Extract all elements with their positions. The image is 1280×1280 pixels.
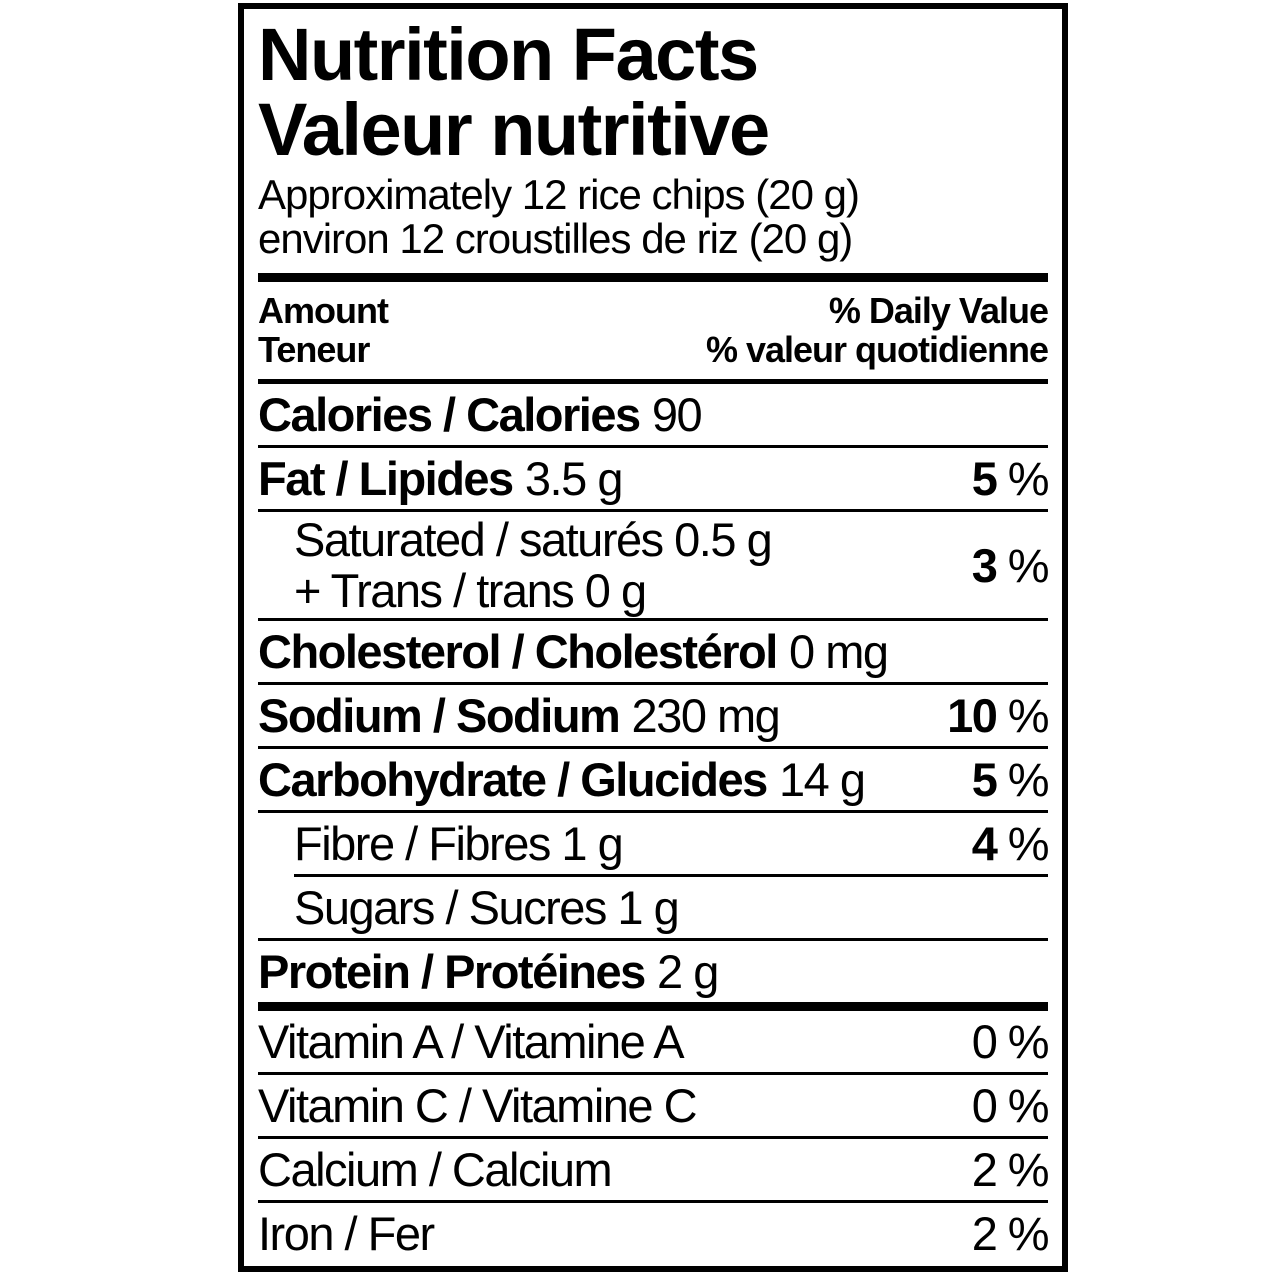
sodium-name: Sodium / Sodium — [258, 689, 621, 742]
fat-value: 3.5 g — [524, 452, 624, 505]
row-rule — [258, 618, 1048, 621]
column-header: Amount Teneur % Daily Value % valeur quo… — [258, 282, 1049, 379]
row-sugars: Sugars / Sucres 1 g — [258, 877, 1048, 938]
row-calories: Calories / Calories 90 — [258, 384, 1048, 445]
row-cholesterol: Cholesterol / Cholestérol 0 mg — [258, 621, 1048, 682]
row-iron: Iron / Fer 2% — [258, 1203, 1050, 1264]
sub-row-rule — [294, 874, 1048, 877]
sugars-text: Sugars / Sucres 1 g — [294, 881, 680, 934]
row-calcium: Calcium / Calcium 2% — [258, 1139, 1050, 1200]
vitamin-a-text: Vitamin A / Vitamine A — [258, 1015, 685, 1068]
calories-value: 90 — [651, 388, 703, 441]
row-saturated-trans: Saturated / saturés 0.5 g + Trans / tran… — [258, 512, 1050, 618]
amount-header: Amount Teneur — [258, 290, 389, 370]
amount-header-fr: Teneur — [258, 329, 370, 370]
label-title-en: Nutrition Facts — [258, 13, 759, 96]
daily-value-header: % Daily Value % valeur quotidienne — [705, 290, 1049, 370]
row-fat: Fat / Lipides 3.5 g 5% — [258, 448, 1050, 509]
iron-daily-value: 2% — [971, 1207, 1050, 1260]
thick-rule-bottom — [258, 1002, 1048, 1011]
sodium-daily-value: 10% — [947, 689, 1049, 742]
calcium-daily-value: 2% — [971, 1143, 1050, 1196]
nutrition-facts-label: Nutrition Facts Valeur nutritive Approxi… — [238, 3, 1068, 1272]
row-vitamin-a: Vitamin A / Vitamine A 0% — [258, 1011, 1050, 1072]
cholesterol-name: Cholesterol / Cholestérol — [258, 625, 778, 678]
carbohydrate-value: 14 g — [778, 753, 866, 806]
daily-value-header-fr: % valeur quotidienne — [705, 329, 1049, 370]
sodium-value: 230 mg — [631, 689, 781, 742]
saturated-daily-value: 3% — [971, 538, 1050, 592]
row-rule — [258, 445, 1048, 448]
fat-name: Fat / Lipides — [258, 452, 514, 505]
fibre-daily-value: 4% — [971, 817, 1050, 870]
iron-text: Iron / Fer — [258, 1207, 435, 1260]
row-fibre: Fibre / Fibres 1 g 4% — [258, 813, 1050, 874]
row-rule — [258, 746, 1048, 749]
row-vitamin-c: Vitamin C / Vitamine C 0% — [258, 1075, 1050, 1136]
calories-name: Calories / Calories — [258, 388, 641, 441]
calcium-text: Calcium / Calcium — [258, 1143, 613, 1196]
label-title-fr: Valeur nutritive — [258, 88, 770, 171]
header-rule — [258, 379, 1048, 384]
row-rule — [258, 938, 1048, 941]
protein-value: 2 g — [657, 945, 719, 998]
fat-daily-value: 5% — [971, 452, 1050, 505]
row-rule — [258, 509, 1048, 512]
carbohydrate-name: Carbohydrate / Glucides — [258, 753, 768, 806]
vitamin-c-daily-value: 0% — [971, 1079, 1050, 1132]
amount-header-en: Amount — [258, 290, 389, 331]
daily-value-header-en: % Daily Value — [828, 290, 1049, 331]
serving-size-fr: environ 12 croustilles de riz (20 g) — [258, 215, 853, 262]
saturated-line: Saturated / saturés 0.5 g — [294, 513, 773, 566]
thick-rule-top — [258, 273, 1048, 282]
row-rule — [258, 1200, 1048, 1203]
serving-size-en: Approximately 12 rice chips (20 g) — [258, 171, 860, 218]
fibre-text: Fibre / Fibres 1 g — [294, 817, 624, 870]
row-sodium: Sodium / Sodium 230 mg 10% — [258, 685, 1050, 746]
protein-name: Protein / Protéines — [258, 945, 646, 998]
row-rule — [258, 682, 1048, 685]
vitamin-c-text: Vitamin C / Vitamine C — [258, 1079, 698, 1132]
row-rule — [258, 810, 1048, 813]
cholesterol-value: 0 mg — [789, 625, 889, 678]
row-carbohydrate: Carbohydrate / Glucides 14 g 5% — [258, 749, 1050, 810]
row-rule — [258, 1136, 1048, 1139]
vitamin-a-daily-value: 0% — [971, 1015, 1050, 1068]
row-rule — [258, 1072, 1048, 1075]
carbohydrate-daily-value: 5% — [971, 753, 1050, 806]
row-protein: Protein / Protéines 2 g — [258, 941, 1048, 1002]
trans-line: + Trans / trans 0 g — [294, 564, 647, 617]
